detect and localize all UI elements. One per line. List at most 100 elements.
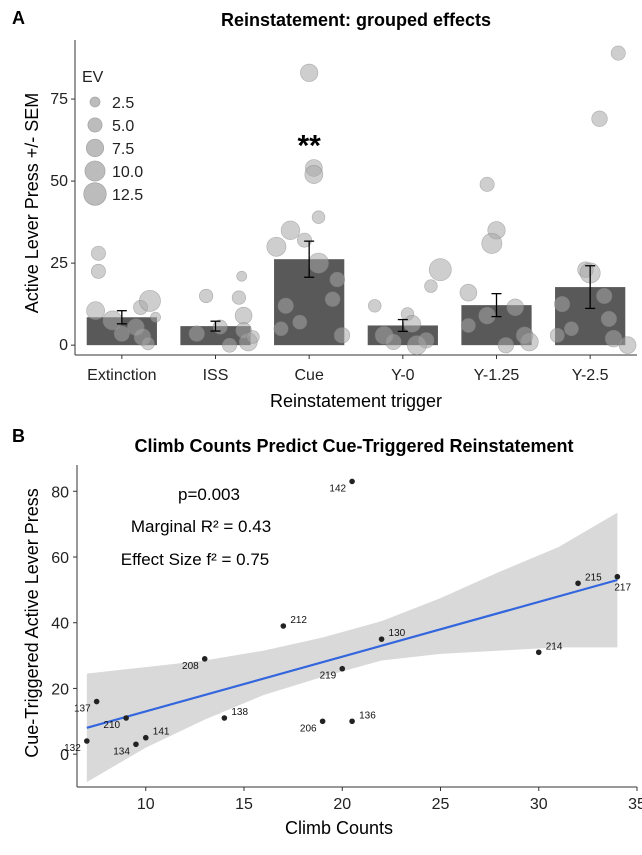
data-point: [549, 327, 565, 343]
data-point: [591, 110, 608, 127]
point-label: 212: [290, 615, 307, 626]
data-point: [280, 220, 301, 240]
data-point: [113, 325, 130, 342]
data-point: [478, 306, 496, 325]
panel-b-y-tick-label: 20: [51, 681, 69, 698]
scatter-point: [378, 636, 385, 642]
point-label: 134: [113, 746, 130, 757]
data-point: [428, 258, 452, 282]
data-point: [266, 236, 287, 257]
p-value-text: p=0.003: [178, 485, 240, 504]
data-point: [236, 270, 248, 282]
panel-a-ylabel: Active Lever Press +/- SEM: [22, 93, 42, 314]
data-point: [368, 299, 382, 313]
data-point: [459, 283, 478, 302]
scatter-point: [535, 649, 542, 656]
panel-a-plot: 0 25 50 75 Extinction ISS Cue Y-0 Y-1.25 Y-2.5 ** E…: [50, 40, 637, 384]
data-point: [300, 63, 319, 82]
panel-a-y-tick-label: 0: [59, 337, 68, 354]
panel-a-x-tick-label: ISS: [203, 367, 229, 384]
data-point: [86, 301, 105, 321]
data-point: [297, 232, 312, 248]
data-point: [90, 245, 106, 261]
panel-b-y-tick-label: 0: [60, 747, 69, 764]
data-point: [481, 233, 503, 254]
legend-label: 10.0: [112, 164, 143, 181]
panel-a-x-tick-label: Y-2.5: [572, 367, 609, 384]
data-point: [273, 321, 289, 337]
scatter-point: [280, 623, 287, 629]
panel-b-plot: 0 20 40 60 80 10 15 20 25 30 35 142 215 217 212 130 214 2…: [51, 465, 642, 813]
panel-b-x-tick-label: 25: [432, 796, 450, 813]
data-point: [222, 337, 238, 353]
data-point: [311, 210, 326, 224]
point-label: 141: [153, 727, 170, 738]
data-point: [329, 271, 346, 288]
data-point: [333, 327, 351, 344]
data-point: [150, 311, 161, 323]
data-point: [304, 165, 324, 184]
point-label: 215: [585, 572, 602, 583]
scatter-point: [349, 478, 355, 485]
data-point: [479, 176, 495, 192]
panel-a-x-tick-label: Y-1.25: [474, 367, 520, 384]
effect-size-text: Effect Size f² = 0.75: [121, 550, 270, 569]
data-point: [246, 330, 260, 344]
data-point: [308, 252, 329, 274]
data-point: [141, 336, 155, 351]
legend-symbol: [85, 138, 105, 158]
data-point: [406, 335, 427, 356]
scatter-point: [575, 580, 581, 587]
panel-b-xlabel: Climb Counts: [285, 818, 393, 838]
panel-b-y-tick-label: 80: [51, 484, 69, 501]
panel-a-x-tick-label: Extinction: [87, 367, 156, 384]
scatter-point: [142, 734, 149, 741]
panel-b-x-tick-label: 30: [530, 796, 548, 813]
point-label: 206: [300, 723, 317, 734]
data-point: [563, 321, 579, 337]
legend-label: 7.5: [112, 141, 134, 158]
scatter-point: [93, 698, 100, 705]
data-point: [324, 291, 341, 308]
data-point: [231, 290, 247, 305]
panel-b-x-tick-label: 35: [628, 796, 642, 813]
scatter-point: [614, 573, 621, 580]
data-point: [199, 288, 214, 304]
scatter-point: [84, 738, 90, 744]
panel-a-title: Reinstatement: grouped effects: [221, 10, 491, 30]
data-point: [424, 279, 438, 293]
point-label: 136: [359, 710, 376, 721]
data-point: [188, 325, 205, 342]
panel-b-x-tick-label: 15: [235, 796, 253, 813]
legend-label: 12.5: [112, 187, 143, 204]
data-point: [139, 289, 161, 312]
scatter-point: [319, 718, 326, 725]
scatter-point: [133, 741, 139, 748]
panel-a-y-tick-label: 50: [50, 173, 68, 190]
panel-b-y-tick-label: 60: [51, 550, 69, 567]
scatter-point: [123, 715, 129, 721]
scatter-point: [201, 656, 208, 662]
panel-b-ylabel: Cue-Triggered Active Lever Press: [22, 488, 42, 757]
scatter-point: [339, 665, 346, 672]
data-point: [519, 332, 539, 352]
data-point: [618, 336, 637, 354]
legend-label: 2.5: [112, 95, 134, 112]
panel-b-y-tick-label: 40: [51, 616, 69, 633]
point-label: 214: [546, 641, 563, 652]
legend-symbol: [87, 117, 103, 133]
panel-a-x-tick-label: Y-0: [391, 367, 415, 384]
point-label: 138: [231, 707, 248, 718]
point-label: 219: [320, 671, 337, 682]
legend-symbol: [89, 96, 101, 108]
data-point: [610, 45, 626, 61]
legend-label: 5.0: [112, 118, 134, 135]
panel-b-title: Climb Counts Predict Cue-Triggered Reins…: [134, 436, 573, 456]
point-label: 132: [64, 743, 81, 754]
panel-b-x-tick-label: 20: [333, 796, 351, 813]
panel-a-xlabel: Reinstatement trigger: [270, 391, 442, 411]
marginal-r2-text: Marginal R² = 0.43: [131, 517, 271, 536]
legend-symbol: [83, 182, 107, 206]
